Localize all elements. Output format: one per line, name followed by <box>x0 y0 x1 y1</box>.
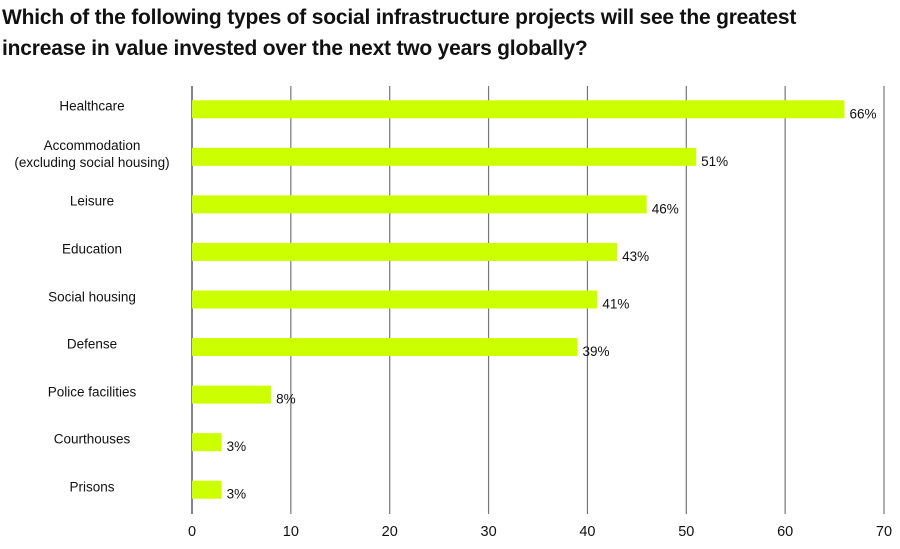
bar <box>192 147 697 166</box>
bar <box>192 195 647 214</box>
x-tick-label: 20 <box>382 524 398 540</box>
y-tick-label: Accommodation (excluding social housing) <box>14 137 170 170</box>
bar <box>192 338 578 357</box>
data-label: 41% <box>602 297 629 312</box>
bar <box>192 242 618 261</box>
bar <box>192 100 845 119</box>
y-tick-label: Education <box>61 241 123 257</box>
chart-title: Which of the following types of social i… <box>2 6 797 60</box>
data-label: 3% <box>227 439 247 454</box>
y-tick-label: Courthouses <box>53 431 131 447</box>
x-tick-label: 50 <box>678 524 694 540</box>
y-tick-label: Leisure <box>69 193 115 209</box>
data-label: 51% <box>701 154 728 169</box>
x-tick-label: 70 <box>876 524 892 540</box>
bar <box>192 385 272 404</box>
data-label: 66% <box>849 106 876 121</box>
bar <box>192 290 598 309</box>
bar <box>192 433 222 452</box>
data-label: 8% <box>276 392 296 407</box>
y-tick-label: Social housing <box>48 289 136 304</box>
x-tick-label: 40 <box>579 524 595 540</box>
x-tick-label: 30 <box>481 524 497 540</box>
y-tick-label: Prisons <box>69 479 115 495</box>
data-label: 3% <box>227 487 247 502</box>
data-label: 39% <box>583 344 610 359</box>
data-label: 43% <box>622 249 649 264</box>
x-tick-label: 0 <box>188 524 196 540</box>
y-tick-label: Defense <box>66 336 118 352</box>
x-tick-label: 10 <box>283 524 299 540</box>
bar <box>192 480 222 499</box>
data-label: 46% <box>652 201 679 216</box>
x-tick-label: 60 <box>777 524 793 540</box>
y-tick-label: Healthcare <box>59 98 125 114</box>
y-tick-label: Police facilities <box>47 384 137 400</box>
